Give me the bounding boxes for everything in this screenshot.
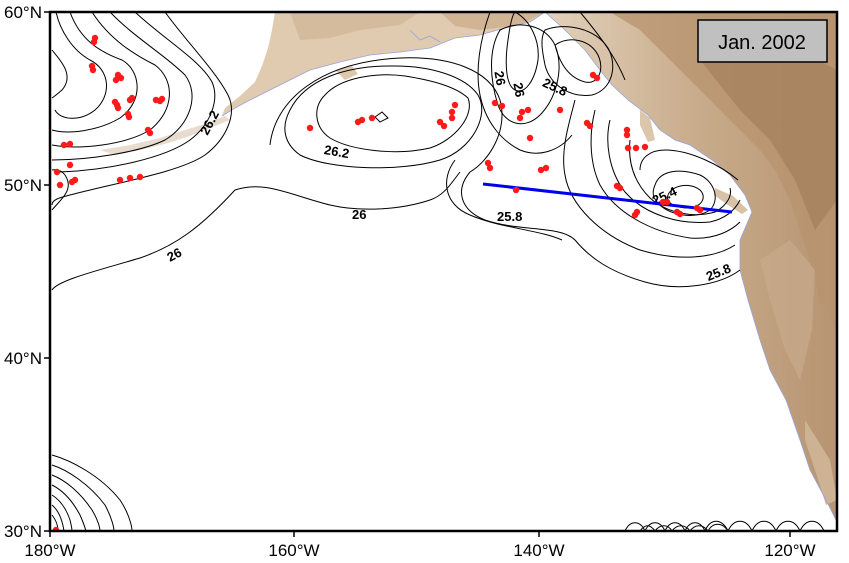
station-dot <box>623 131 631 139</box>
station-dot <box>112 76 120 84</box>
station-dot <box>663 198 671 206</box>
station-dot <box>542 164 550 172</box>
contour-label: 26 <box>510 81 527 98</box>
station-dot <box>593 74 601 82</box>
lon-tick-label: 160°W <box>268 541 319 560</box>
station-dot <box>498 102 506 110</box>
map-frame <box>48 10 839 533</box>
contour-label: 26 <box>491 70 508 87</box>
station-dot <box>436 118 444 126</box>
aleutian-islands <box>100 116 230 155</box>
station-dot <box>136 173 144 181</box>
station-dot <box>448 114 456 122</box>
lat-tick-label: 50°N <box>4 176 42 195</box>
station-dot <box>624 144 632 152</box>
contour-label: 25.8 <box>497 209 522 224</box>
station-dot <box>641 143 649 151</box>
station-dot <box>89 66 97 74</box>
station-dot <box>146 129 154 137</box>
contour-label: 26 <box>352 207 366 222</box>
date-legend: Jan. 2002 <box>697 19 828 63</box>
station-points <box>52 34 704 531</box>
baja-land <box>805 420 837 505</box>
station-dot <box>623 126 631 134</box>
station-dot <box>631 211 639 219</box>
haida-gwaii <box>640 110 655 142</box>
station-dot <box>484 159 492 167</box>
coastline <box>221 12 837 521</box>
station-dot <box>586 122 594 130</box>
contour-label: 26.2 <box>323 142 351 161</box>
contour-label: 26 <box>164 245 184 265</box>
station-dot <box>632 144 640 152</box>
station-dot <box>306 124 314 132</box>
density-contours <box>51 12 825 531</box>
lat-tick-label: 60°N <box>4 3 42 22</box>
lon-tick-label: 180°W <box>24 541 75 560</box>
station-dot <box>60 141 68 149</box>
station-dot <box>537 166 545 174</box>
station-dot <box>358 116 366 124</box>
station-dot <box>616 184 624 192</box>
mountain-relief-2 <box>700 40 837 230</box>
station-dot <box>114 104 122 112</box>
station-dot <box>512 186 520 194</box>
alaska-relief-2 <box>440 12 545 30</box>
station-dot <box>491 99 499 107</box>
station-dot <box>116 176 124 184</box>
station-dot <box>56 181 64 189</box>
station-dot <box>368 114 376 122</box>
station-dot <box>696 206 704 214</box>
station-dot <box>158 95 166 103</box>
station-dot <box>90 38 98 46</box>
lat-tick-label: 40°N <box>4 349 42 368</box>
vancouver-island <box>714 188 748 214</box>
lon-tick-label: 120°W <box>764 541 815 560</box>
station-dot <box>518 108 526 116</box>
axis-ticks <box>44 11 791 537</box>
station-dot <box>556 106 564 114</box>
station-dot <box>53 168 61 176</box>
station-dot <box>126 174 134 182</box>
station-dot <box>68 178 76 186</box>
alaska-relief <box>290 12 420 40</box>
station-dot <box>448 108 456 116</box>
station-dot <box>516 114 524 122</box>
station-dot <box>451 101 459 109</box>
mountain-relief-3 <box>760 240 815 380</box>
lon-tick-label: 140°W <box>513 541 564 560</box>
station-dot <box>440 122 448 130</box>
station-dot <box>676 210 684 218</box>
transect-line <box>482 182 733 214</box>
station-dot <box>66 140 74 148</box>
station-dot <box>128 94 136 102</box>
date-label: Jan. 2002 <box>718 32 806 54</box>
lat-tick-label: 30°N <box>4 522 42 541</box>
station-dot <box>125 113 133 121</box>
station-dot <box>117 74 125 82</box>
station-dot <box>486 164 494 172</box>
station-dot <box>526 134 534 142</box>
station-dot <box>66 161 74 169</box>
station-dot <box>524 106 532 114</box>
